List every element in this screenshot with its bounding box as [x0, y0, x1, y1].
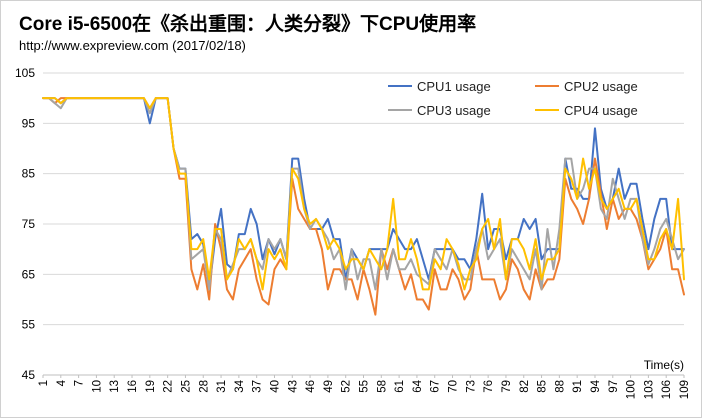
legend-label-cpu2: CPU2 usage	[564, 79, 638, 94]
x-tick-label: 61	[394, 380, 406, 393]
series-line-cpu2	[42, 97, 685, 316]
x-tick-label: 103	[643, 380, 655, 399]
x-tick-label: 58	[376, 380, 388, 393]
chart-subtitle: http://www.expreview.com (2017/02/18)	[19, 38, 246, 53]
legend-label-cpu4: CPU4 usage	[564, 103, 638, 118]
x-tick-label: 49	[323, 380, 335, 393]
x-tick-label: 34	[234, 379, 246, 392]
x-tick-label: 70	[448, 380, 460, 393]
y-tick-label: 65	[22, 267, 36, 281]
x-tick-label: 7	[74, 380, 86, 386]
x-tick-label: 73	[465, 380, 477, 393]
x-tick-label: 79	[501, 380, 513, 393]
x-tick-label: 19	[145, 380, 157, 393]
x-tick-label: 1	[38, 380, 50, 386]
series-line-cpu3	[42, 97, 685, 291]
y-tick-label: 55	[22, 318, 36, 332]
legend-label-cpu3: CPU3 usage	[417, 103, 491, 118]
chart-title: Core i5-6500在《杀出重围：人类分裂》下CPU使用率	[19, 14, 477, 35]
x-tick-label: 88	[554, 380, 566, 393]
x-tick-label: 31	[216, 380, 228, 393]
x-tick-label: 10	[91, 380, 103, 393]
x-tick-label: 25	[180, 380, 192, 393]
y-tick-label: 105	[15, 66, 35, 80]
x-tick-label: 22	[163, 380, 175, 393]
x-tick-label: 109	[679, 380, 691, 399]
x-axis-title: Time(s)	[644, 358, 684, 372]
x-tick-label: 97	[608, 380, 620, 393]
x-tick-label: 13	[109, 380, 121, 393]
x-tick-label: 40	[269, 380, 281, 393]
series-line-cpu4	[42, 97, 685, 291]
x-tick-label: 64	[412, 379, 424, 392]
x-tick-label: 94	[590, 379, 602, 392]
x-tick-label: 76	[483, 380, 495, 393]
x-tick-label: 67	[430, 380, 442, 393]
x-tick-label: 46	[305, 380, 317, 393]
x-tick-label: 43	[287, 380, 299, 393]
x-tick-label: 52	[341, 380, 353, 393]
x-tick-label: 55	[359, 380, 371, 393]
x-tick-label: 82	[519, 380, 531, 393]
x-tick-label: 106	[661, 380, 673, 399]
legend-label-cpu1: CPU1 usage	[417, 79, 491, 94]
y-tick-label: 75	[22, 217, 36, 231]
y-tick-label: 85	[22, 167, 36, 181]
x-tick-label: 28	[198, 380, 210, 393]
x-tick-label: 16	[127, 380, 139, 393]
y-tick-label: 95	[22, 116, 36, 130]
x-tick-label: 85	[537, 380, 549, 393]
x-tick-label: 4	[56, 379, 68, 386]
x-tick-label: 100	[626, 380, 638, 399]
x-tick-label: 91	[572, 380, 584, 393]
x-tick-label: 37	[252, 380, 264, 393]
y-tick-label: 45	[22, 368, 36, 382]
